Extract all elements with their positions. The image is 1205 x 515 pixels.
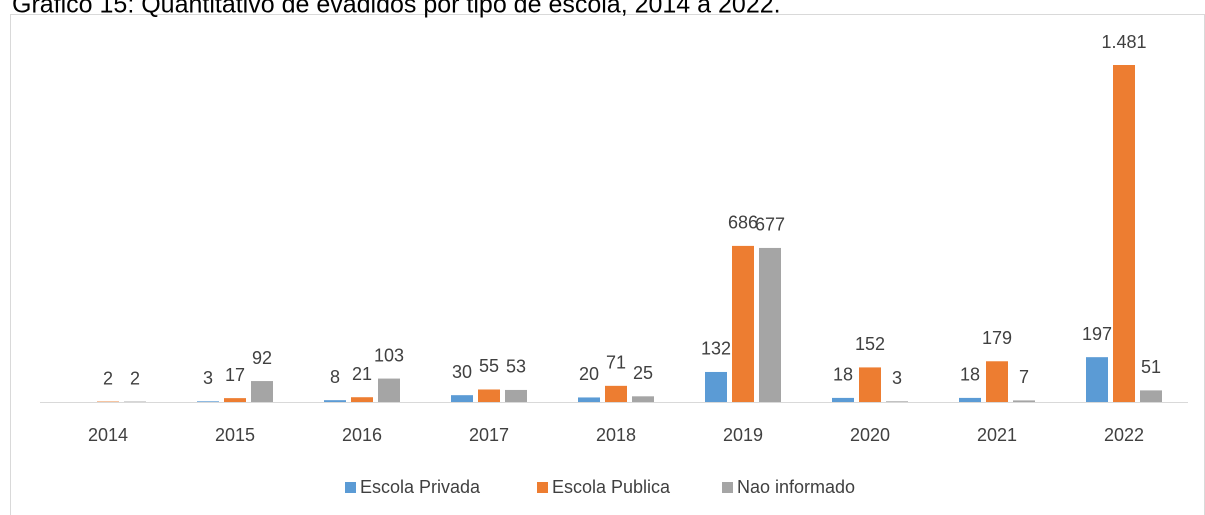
value-label: 92 bbox=[252, 348, 272, 368]
value-label: 7 bbox=[1019, 367, 1029, 387]
legend-label: Nao informado bbox=[737, 477, 855, 497]
x-tick-label: 2021 bbox=[977, 425, 1017, 445]
bar bbox=[886, 401, 908, 402]
bar bbox=[351, 397, 373, 402]
x-tick-label: 2022 bbox=[1104, 425, 1144, 445]
value-label: 103 bbox=[374, 345, 404, 365]
legend-swatch bbox=[345, 482, 356, 493]
x-tick-label: 2016 bbox=[342, 425, 382, 445]
value-label: 686 bbox=[728, 213, 758, 233]
value-label: 17 bbox=[225, 365, 245, 385]
bar bbox=[197, 401, 219, 402]
bar bbox=[251, 381, 273, 402]
legend-label: Escola Privada bbox=[360, 477, 481, 497]
value-label: 25 bbox=[633, 363, 653, 383]
bar bbox=[324, 400, 346, 402]
bar bbox=[732, 245, 754, 402]
x-tick-label: 2015 bbox=[215, 425, 255, 445]
value-label: 152 bbox=[855, 334, 885, 354]
bar bbox=[505, 389, 527, 402]
bar bbox=[1140, 390, 1162, 402]
x-tick-label: 2018 bbox=[596, 425, 636, 445]
bar bbox=[705, 371, 727, 402]
value-label: 53 bbox=[506, 357, 526, 377]
value-label: 197 bbox=[1082, 324, 1112, 344]
bar bbox=[478, 389, 500, 402]
value-label: 18 bbox=[833, 365, 853, 385]
bar bbox=[632, 396, 654, 402]
bar bbox=[1013, 400, 1035, 402]
value-label: 2 bbox=[103, 368, 113, 388]
x-tick-label: 2014 bbox=[88, 425, 128, 445]
value-label: 179 bbox=[982, 328, 1012, 348]
bar bbox=[959, 397, 981, 402]
bar bbox=[578, 397, 600, 402]
value-label: 55 bbox=[479, 356, 499, 376]
bar bbox=[1086, 357, 1108, 402]
value-label: 8 bbox=[330, 367, 340, 387]
value-label: 51 bbox=[1141, 357, 1161, 377]
value-label: 18 bbox=[960, 365, 980, 385]
x-tick-label: 2020 bbox=[850, 425, 890, 445]
value-label: 71 bbox=[606, 353, 626, 373]
bar bbox=[451, 395, 473, 402]
x-tick-label: 2017 bbox=[469, 425, 509, 445]
bar bbox=[1113, 65, 1135, 402]
bar bbox=[378, 378, 400, 402]
legend-swatch bbox=[722, 482, 733, 493]
value-label: 677 bbox=[755, 215, 785, 235]
value-label: 21 bbox=[352, 364, 372, 384]
bar bbox=[759, 247, 781, 402]
legend-label: Escola Publica bbox=[552, 477, 671, 497]
x-tick-label: 2019 bbox=[723, 425, 763, 445]
bar bbox=[986, 361, 1008, 402]
legend-swatch bbox=[537, 482, 548, 493]
chart-title: Gráfico 15: Quantitativo de evadidos por… bbox=[12, 0, 781, 19]
value-label: 20 bbox=[579, 364, 599, 384]
value-label: 2 bbox=[130, 368, 140, 388]
bar bbox=[832, 397, 854, 402]
bar bbox=[224, 398, 246, 402]
value-label: 3 bbox=[203, 368, 213, 388]
value-label: 1.481 bbox=[1101, 32, 1146, 52]
bar bbox=[859, 367, 881, 402]
bar bbox=[605, 385, 627, 402]
value-label: 3 bbox=[892, 368, 902, 388]
value-label: 132 bbox=[701, 339, 731, 359]
value-label: 30 bbox=[452, 362, 472, 382]
